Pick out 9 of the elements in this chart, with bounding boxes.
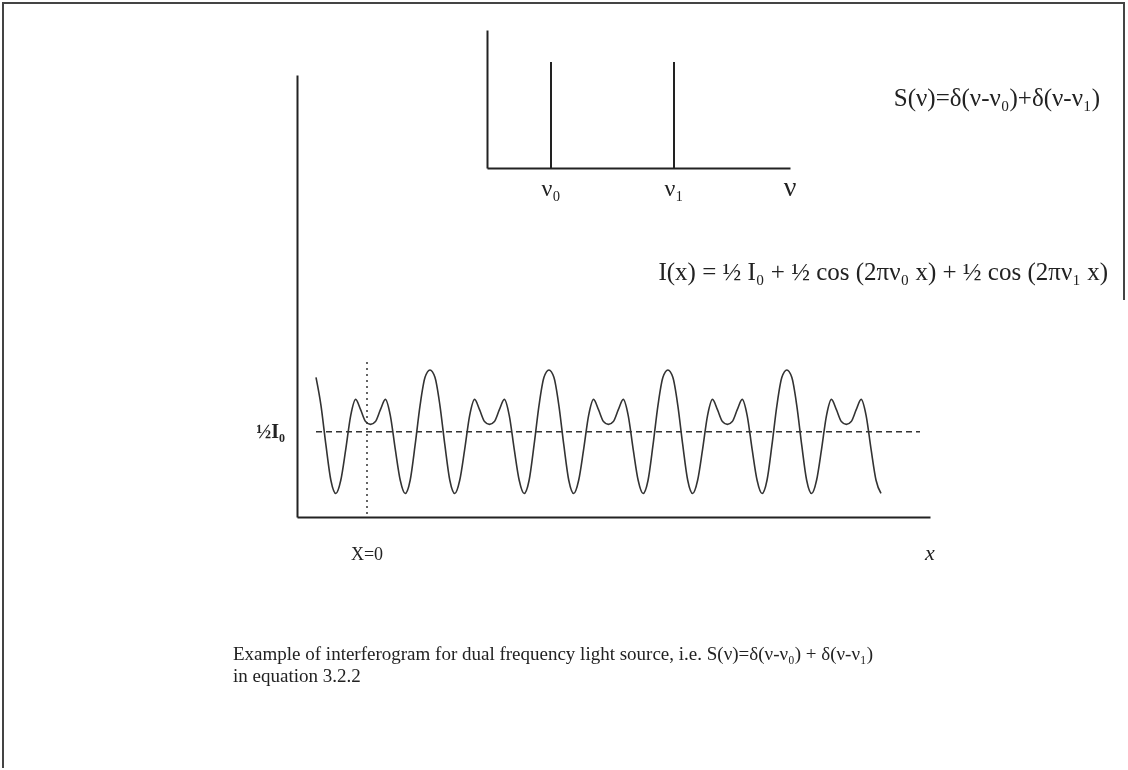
ref-line-label: ½I₀ [256, 419, 285, 442]
x-tick-label: ν₁ [664, 175, 684, 201]
x-tick-label: ν₀ [541, 175, 561, 201]
text: S(ν)=δ(ν-ν₀)+δ(ν-ν₁) [893, 84, 1100, 112]
x-axis-title: ν [783, 171, 797, 202]
text: X=0 [350, 544, 384, 564]
text: Example of interferogram for dual frequency light source, i.e. S(ν)=δ(ν-ν₀) + δ(ν-ν₁) in equation 3.2.2 [233, 643, 873, 686]
x-axis-title: x [924, 540, 936, 565]
chart-title: I(x) = ½ I₀ + ½ cos (2πν₀ x) + ½ cos (2πν₁ x) [658, 258, 1108, 286]
